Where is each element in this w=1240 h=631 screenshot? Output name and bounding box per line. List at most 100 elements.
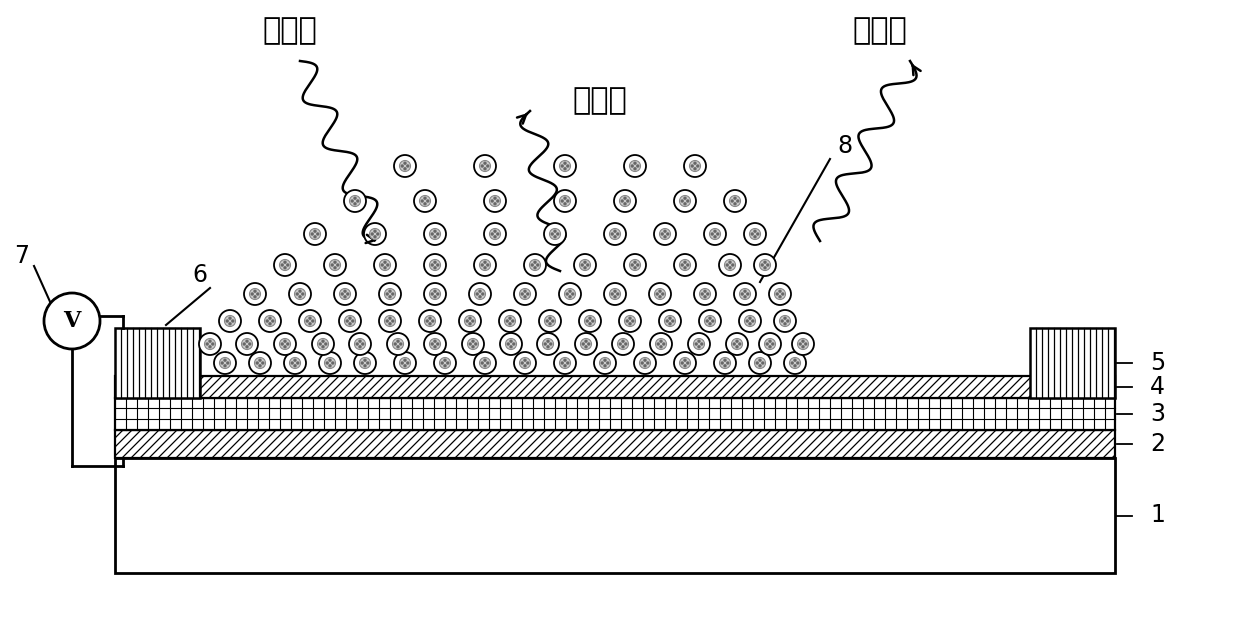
Circle shape	[689, 160, 701, 172]
Circle shape	[754, 235, 756, 238]
Circle shape	[414, 190, 436, 212]
Circle shape	[543, 338, 553, 350]
Circle shape	[644, 359, 646, 362]
Circle shape	[610, 288, 620, 300]
Circle shape	[486, 362, 490, 365]
Circle shape	[720, 362, 724, 365]
Circle shape	[614, 290, 616, 293]
Circle shape	[775, 288, 785, 300]
Circle shape	[551, 233, 554, 235]
Circle shape	[399, 358, 410, 369]
Circle shape	[631, 264, 634, 266]
Circle shape	[469, 343, 471, 345]
Circle shape	[792, 333, 813, 355]
Circle shape	[430, 293, 434, 295]
Circle shape	[365, 223, 386, 245]
Text: 反射光: 反射光	[853, 16, 908, 45]
Circle shape	[255, 362, 259, 365]
Circle shape	[316, 233, 319, 235]
Circle shape	[280, 343, 284, 345]
Circle shape	[401, 362, 404, 365]
Circle shape	[630, 259, 641, 271]
Circle shape	[319, 343, 321, 345]
Circle shape	[474, 352, 496, 374]
Circle shape	[575, 333, 596, 355]
Circle shape	[361, 343, 365, 345]
Circle shape	[219, 310, 241, 332]
Circle shape	[446, 362, 449, 365]
Circle shape	[567, 199, 569, 203]
Text: 6: 6	[192, 263, 207, 287]
Circle shape	[683, 261, 687, 264]
Circle shape	[733, 343, 735, 345]
Circle shape	[754, 358, 765, 369]
Circle shape	[215, 352, 236, 374]
Circle shape	[311, 319, 314, 322]
Circle shape	[269, 317, 272, 320]
Circle shape	[761, 264, 764, 266]
Circle shape	[401, 165, 404, 167]
Circle shape	[769, 345, 771, 348]
Circle shape	[475, 288, 486, 300]
Circle shape	[253, 295, 257, 298]
Circle shape	[265, 319, 269, 322]
Circle shape	[624, 343, 627, 345]
Circle shape	[465, 316, 475, 326]
Circle shape	[507, 343, 510, 345]
Circle shape	[236, 333, 258, 355]
Circle shape	[537, 333, 559, 355]
Circle shape	[324, 254, 346, 276]
Circle shape	[754, 254, 776, 276]
Circle shape	[494, 197, 496, 199]
Circle shape	[294, 359, 296, 362]
Circle shape	[381, 264, 383, 266]
Circle shape	[681, 362, 683, 365]
Circle shape	[650, 333, 672, 355]
Text: 入射光: 入射光	[263, 16, 317, 45]
Circle shape	[434, 261, 436, 264]
Circle shape	[346, 319, 348, 322]
Circle shape	[706, 319, 709, 322]
Circle shape	[584, 266, 587, 269]
Circle shape	[546, 319, 548, 322]
Circle shape	[563, 167, 567, 170]
Circle shape	[269, 322, 272, 325]
Circle shape	[636, 264, 639, 266]
Circle shape	[729, 266, 732, 269]
Circle shape	[351, 199, 353, 203]
Circle shape	[379, 310, 401, 332]
Text: 5: 5	[1149, 351, 1166, 375]
Circle shape	[599, 358, 610, 369]
Circle shape	[764, 261, 766, 264]
Circle shape	[430, 233, 434, 235]
Circle shape	[624, 254, 646, 276]
Circle shape	[604, 359, 606, 362]
Circle shape	[242, 338, 253, 350]
Circle shape	[392, 319, 394, 322]
Circle shape	[490, 196, 501, 206]
Circle shape	[675, 254, 696, 276]
Circle shape	[484, 364, 486, 367]
Circle shape	[494, 203, 496, 205]
Circle shape	[306, 319, 309, 322]
Circle shape	[579, 259, 590, 271]
Circle shape	[801, 340, 805, 343]
Circle shape	[717, 233, 719, 235]
Circle shape	[725, 264, 729, 266]
Circle shape	[620, 196, 630, 206]
Circle shape	[471, 345, 475, 348]
Circle shape	[740, 293, 744, 295]
Circle shape	[321, 340, 325, 343]
Circle shape	[754, 230, 756, 233]
Text: 4: 4	[1149, 375, 1166, 399]
Circle shape	[533, 266, 537, 269]
Bar	[115, 328, 200, 398]
Circle shape	[634, 167, 636, 170]
Circle shape	[744, 290, 746, 293]
Circle shape	[629, 317, 631, 320]
Circle shape	[466, 319, 469, 322]
Circle shape	[790, 358, 801, 369]
Circle shape	[345, 316, 356, 326]
Circle shape	[559, 283, 582, 305]
Circle shape	[580, 264, 584, 266]
